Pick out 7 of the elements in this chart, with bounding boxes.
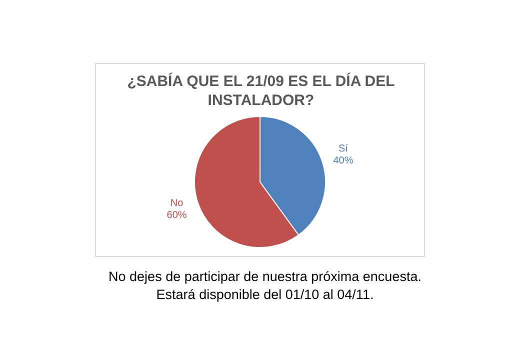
data-label: 40%	[333, 156, 354, 167]
chart-title: ¿SABÍA QUE EL 21/09 ES EL DÍA DEL INSTALADOR?	[126, 72, 396, 110]
slice-label: Sí	[338, 144, 348, 155]
text: No dejes de participar de nuestra próxima encuesta.	[108, 268, 422, 286]
data-label: 60%	[166, 210, 187, 221]
text: Estará disponible del 01/10 al 04/11.	[155, 286, 375, 304]
slice-label: No	[170, 198, 184, 209]
